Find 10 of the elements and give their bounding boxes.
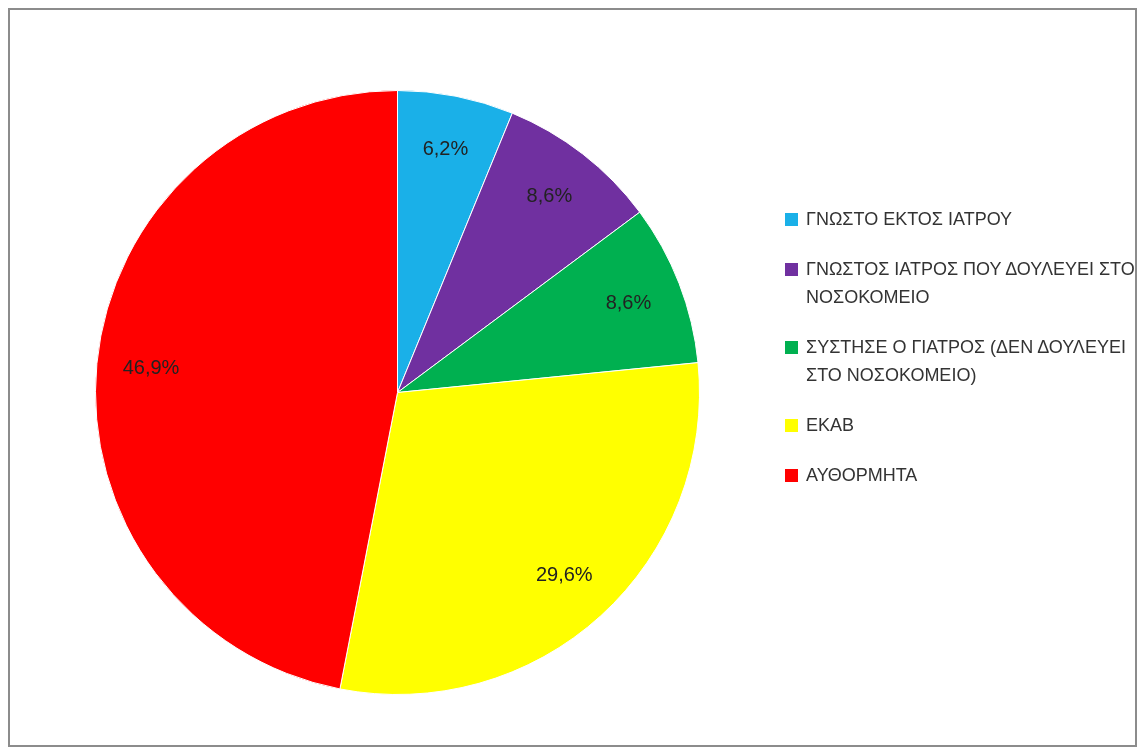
legend-label: ΕΚΑΒ (806, 414, 855, 437)
data-label: 6,2% (422, 137, 469, 160)
legend-label: ΣΥΣΤΗΣΕ Ο ΓΙΑΤΡΟΣ (ΔΕΝ ΔΟΥΛΕΥΕΙ ΣΤΟ ΝΟΣΟΚΟΜΕΙΟ) (806, 336, 1127, 387)
data-label: 29,6% (535, 563, 593, 586)
legend-label: ΑΥΘΟΡΜΗΤΑ (806, 464, 918, 487)
data-label: 8,6% (605, 290, 652, 313)
legend-label: ΓΝΩΣΤΟ ΕΚΤΟΣ ΙΑΤΡΟΥ (806, 208, 1013, 231)
data-label: 8,6% (526, 184, 573, 207)
legend-label: ΓΝΩΣΤΟΣ ΙΑΤΡΟΣ ΠΟΥ ΔΟΥΛΕΥΕΙ ΣΤΟ ΝΟΣΟΚΟΜΕΙΟ (806, 258, 1135, 309)
data-label: 46,9% (122, 356, 180, 379)
